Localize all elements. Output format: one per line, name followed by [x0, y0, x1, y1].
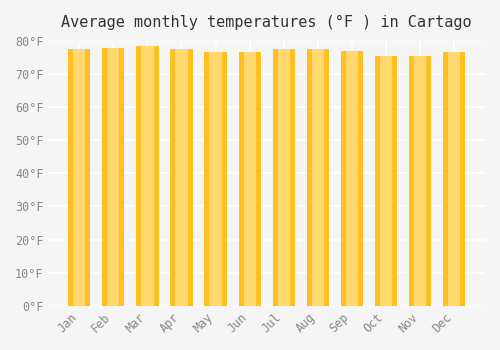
Bar [210, 52, 222, 306]
Bar [380, 56, 392, 306]
Bar [306, 49, 329, 306]
Bar [238, 52, 260, 306]
Bar [272, 49, 295, 306]
Bar [142, 46, 154, 306]
Bar [375, 56, 397, 306]
Bar [108, 48, 120, 306]
Bar [341, 51, 363, 306]
Bar [443, 52, 465, 306]
Title: Average monthly temperatures (°F ) in Cartago: Average monthly temperatures (°F ) in Ca… [62, 15, 472, 30]
Bar [346, 51, 358, 306]
Bar [73, 49, 86, 306]
Bar [204, 52, 227, 306]
Bar [312, 49, 324, 306]
Bar [68, 49, 90, 306]
Bar [278, 49, 290, 306]
Bar [176, 49, 188, 306]
Bar [244, 52, 256, 306]
Bar [102, 48, 124, 306]
Bar [170, 49, 192, 306]
Bar [414, 56, 426, 306]
Bar [448, 52, 460, 306]
Bar [409, 56, 431, 306]
Bar [136, 46, 158, 306]
